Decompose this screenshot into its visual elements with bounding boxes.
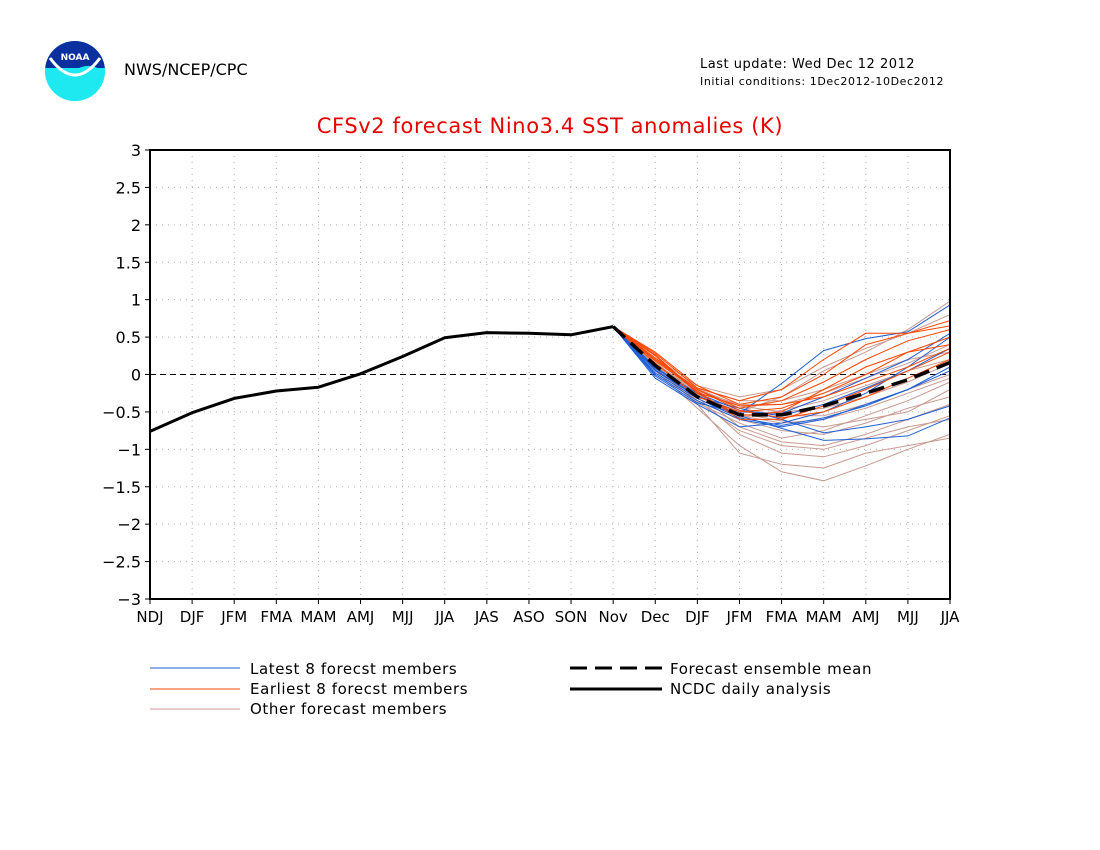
x-tick-label: Nov (599, 608, 628, 626)
y-tick-label: 0.5 (116, 328, 141, 347)
y-tick-label: 2.5 (116, 178, 141, 197)
legend-label-latest: Latest 8 forecst members (250, 660, 458, 678)
y-tick-label: −2 (117, 515, 141, 534)
x-tick-label: MJJ (392, 608, 414, 626)
x-tick-label: FMA (766, 608, 799, 626)
initial-conditions: Initial conditions: 1Dec2012-10Dec2012 (700, 75, 945, 88)
x-tick-label: JJA (434, 608, 455, 626)
y-tick-label: −2.5 (102, 553, 141, 572)
member-line-earliest (612, 326, 951, 407)
member-line-earliest (612, 320, 951, 405)
x-tick-label: MAM (300, 608, 336, 626)
x-tick-label: DJF (685, 608, 710, 626)
x-tick-label: JJA (940, 608, 961, 626)
x-tick-label: JFM (220, 608, 247, 626)
y-tick-label: −3 (117, 590, 141, 609)
x-tick-label: AMJ (852, 608, 880, 626)
y-tick-label: −1.5 (102, 478, 141, 497)
y-tick-label: 1 (131, 291, 141, 310)
x-tick-label: MJJ (897, 608, 919, 626)
x-tick-label: JAS (474, 608, 499, 626)
x-tick-label: NDJ (136, 608, 163, 626)
member-line-earliest (612, 326, 951, 409)
x-tick-label: AMJ (347, 608, 375, 626)
y-tick-label: −1 (117, 440, 141, 459)
y-tick-label: 3 (131, 141, 141, 160)
member-line-earliest (612, 326, 951, 420)
x-tick-label: FMA (260, 608, 293, 626)
analysis-line (149, 325, 614, 433)
y-tick-label: 2 (131, 216, 141, 235)
x-tick-label: Dec (641, 608, 670, 626)
plot-frame (149, 149, 951, 600)
x-tick-label: SON (555, 608, 588, 626)
noaa-logo: NOAA (45, 41, 105, 101)
logo-text: NOAA (61, 53, 90, 63)
member-line-earliest (612, 325, 951, 402)
legend-label-mean: Forecast ensemble mean (670, 660, 873, 678)
last-update: Last update: Wed Dec 12 2012 (700, 57, 916, 72)
legend-label-analysis: NCDC daily analysis (670, 680, 832, 698)
org-label: NWS/NCEP/CPC (124, 60, 248, 79)
y-tick-label: 1.5 (116, 253, 141, 272)
x-tick-label: ASO (513, 608, 545, 626)
x-tick-label: JFM (725, 608, 752, 626)
legend-label-earliest: Earliest 8 forecst members (250, 680, 469, 698)
x-tick-label: DJF (180, 608, 205, 626)
y-tick-label: 0 (131, 366, 141, 385)
ensemble-mean-line (612, 325, 951, 417)
legend-label-other: Other forecast members (250, 700, 448, 718)
member-line-latest (612, 326, 951, 426)
y-tick-label: −0.5 (102, 403, 141, 422)
chart-title: CFSv2 forecast Nino3.4 SST anomalies (K) (316, 114, 784, 138)
member-line-latest (612, 304, 951, 414)
x-tick-label: MAM (806, 608, 842, 626)
member-line-latest (612, 326, 951, 428)
